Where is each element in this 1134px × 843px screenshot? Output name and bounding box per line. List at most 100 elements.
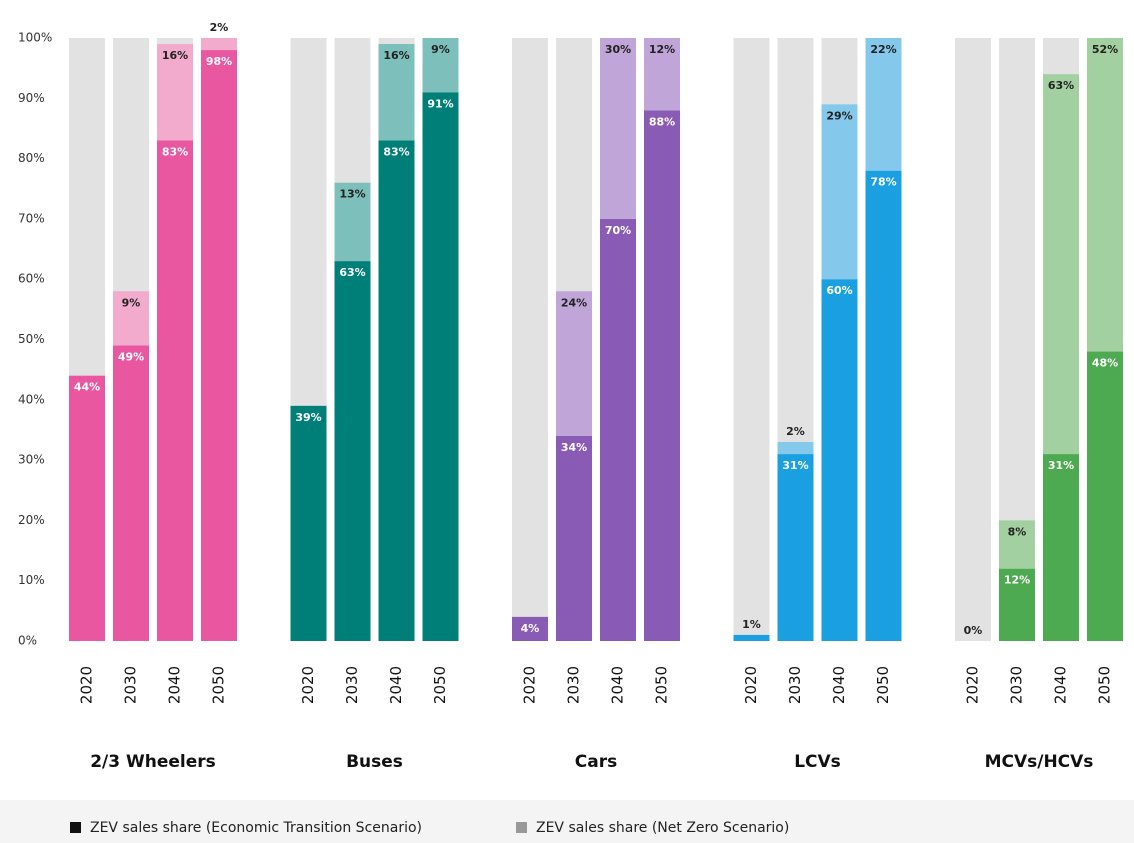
bar-segment <box>644 110 680 642</box>
value-label: 52% <box>1092 43 1118 56</box>
value-label: 49% <box>118 351 144 364</box>
y-tick-label: 80% <box>18 151 45 165</box>
value-label: 24% <box>561 296 587 309</box>
bar-segment <box>290 405 327 641</box>
value-label: 29% <box>826 109 852 122</box>
value-label: 0% <box>964 624 983 637</box>
value-label: 83% <box>383 146 409 159</box>
bar-segment <box>113 345 149 641</box>
x-tick-label: 2030 <box>343 666 361 704</box>
value-label: 34% <box>561 441 587 454</box>
bar-segment <box>378 44 415 141</box>
group-label: 2/3 Wheelers <box>90 752 216 772</box>
value-label: 9% <box>431 43 450 56</box>
x-tick-label: 2040 <box>609 666 627 704</box>
value-label: 48% <box>1092 357 1118 370</box>
value-label: 16% <box>162 49 188 62</box>
value-label: 16% <box>383 49 409 62</box>
value-label: 12% <box>1004 574 1030 587</box>
x-tick-label: 2030 <box>1008 666 1026 704</box>
value-label: 70% <box>605 224 631 237</box>
value-label: 63% <box>1048 79 1074 92</box>
y-tick-label: 50% <box>18 332 45 346</box>
legend-label: ZEV sales share (Economic Transition Sce… <box>90 820 422 836</box>
value-label: 31% <box>1048 459 1074 472</box>
x-tick-label: 2020 <box>78 666 96 704</box>
bar-segment <box>422 38 459 93</box>
bar-segment <box>512 616 548 641</box>
value-label: 1% <box>742 618 761 631</box>
group-label: Buses <box>346 752 403 772</box>
value-label: 13% <box>339 188 365 201</box>
x-tick-label: 2050 <box>431 666 449 704</box>
value-label: 2% <box>786 425 805 438</box>
bar-segment <box>201 50 237 642</box>
y-tick-label: 20% <box>18 513 45 527</box>
bar-segment <box>157 140 193 641</box>
x-tick-label: 2050 <box>653 666 671 704</box>
legend-label: ZEV sales share (Net Zero Scenario) <box>536 820 789 836</box>
y-tick-label: 40% <box>18 392 45 406</box>
x-tick-label: 2050 <box>874 666 892 704</box>
value-label: 9% <box>122 296 141 309</box>
x-tick-label: 2020 <box>742 666 760 704</box>
bar-segment <box>334 261 371 641</box>
y-tick-label: 0% <box>18 634 37 648</box>
value-label: 88% <box>649 115 675 128</box>
bar-segment <box>600 218 636 641</box>
value-label: 91% <box>427 97 453 110</box>
value-label: 30% <box>605 43 631 56</box>
bar-segment <box>422 92 459 641</box>
legend-swatch <box>516 822 527 833</box>
x-tick-label: 2030 <box>786 666 804 704</box>
group-label: Cars <box>575 752 617 772</box>
y-tick-label: 100% <box>18 31 52 45</box>
bar-segment <box>821 279 858 641</box>
legend-swatch <box>70 822 81 833</box>
value-label: 22% <box>870 43 896 56</box>
bar-segment <box>1043 454 1079 641</box>
bar-segment <box>644 38 680 111</box>
value-label: 78% <box>870 176 896 189</box>
bar-segment <box>777 454 814 641</box>
bar-segment <box>201 38 237 51</box>
value-label: 83% <box>162 146 188 159</box>
x-tick-label: 2040 <box>166 666 184 704</box>
background-bar <box>512 38 548 641</box>
bar-segment <box>865 38 902 171</box>
value-label: 4% <box>521 622 540 635</box>
group-label: LCVs <box>794 752 841 772</box>
value-label: 63% <box>339 266 365 279</box>
background-bar <box>955 38 991 641</box>
x-tick-label: 2050 <box>1096 666 1114 704</box>
value-label: 39% <box>295 411 321 424</box>
x-tick-label: 2020 <box>964 666 982 704</box>
y-tick-label: 90% <box>18 91 45 105</box>
bar-segment <box>865 170 902 641</box>
x-tick-label: 2040 <box>387 666 405 704</box>
bar-segment <box>378 140 415 641</box>
bar-segment <box>157 44 193 141</box>
x-tick-label: 2020 <box>521 666 539 704</box>
bar-segment <box>999 520 1035 569</box>
bar-segment <box>334 182 371 262</box>
y-tick-label: 70% <box>18 211 45 225</box>
group-label: MCVs/HCVs <box>985 752 1094 772</box>
value-label: 12% <box>649 43 675 56</box>
bar-segment <box>69 375 105 641</box>
y-tick-label: 60% <box>18 272 45 286</box>
bar-segment <box>1043 74 1079 455</box>
bar-segment <box>1087 38 1123 352</box>
x-tick-label: 2040 <box>830 666 848 704</box>
value-label: 8% <box>1008 525 1027 538</box>
x-tick-label: 2030 <box>122 666 140 704</box>
value-label: 60% <box>826 284 852 297</box>
bar-segment <box>600 38 636 219</box>
bar-segment <box>821 104 858 280</box>
x-tick-label: 2050 <box>210 666 228 704</box>
x-tick-label: 2040 <box>1052 666 1070 704</box>
value-label: 31% <box>782 459 808 472</box>
bar-segment <box>556 291 592 436</box>
value-label: 44% <box>74 381 100 394</box>
